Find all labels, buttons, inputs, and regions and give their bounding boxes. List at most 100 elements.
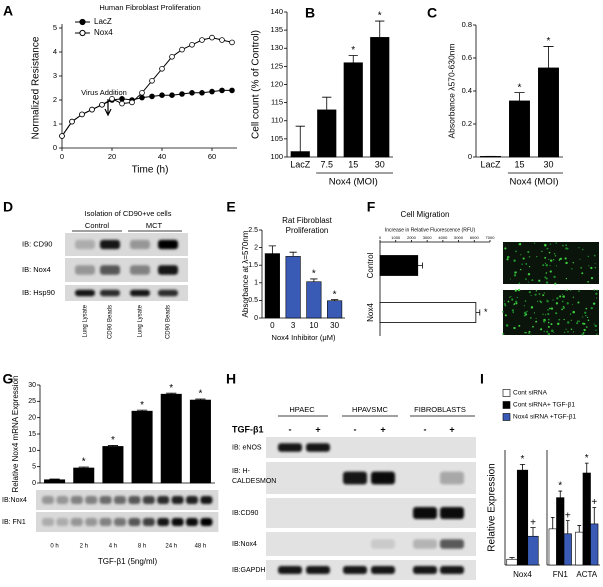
micrograph-cell [547, 321, 550, 324]
micrograph-cell [503, 300, 505, 302]
micrograph-cell [511, 309, 515, 312]
y-tick-label: 30 [28, 382, 36, 389]
y-tick-label: Nox4 [366, 303, 375, 322]
treatment-level: - [289, 424, 292, 434]
micrograph-cell [562, 295, 565, 298]
treatment-label: TGF-β1 [232, 424, 264, 434]
micrograph-cell [590, 266, 593, 270]
x-tick-label: FN1 [553, 570, 569, 579]
micrograph-cell [502, 311, 504, 313]
y-tick-label: 125 [270, 61, 283, 70]
x-tick-label: 60 [208, 152, 216, 161]
micrograph-cell [572, 296, 574, 298]
micrograph-cell [531, 279, 534, 282]
y-tick-label: 15 [28, 431, 36, 438]
x-tick-label: 0 [379, 235, 382, 240]
micrograph-cell [548, 251, 551, 254]
blot-band [56, 496, 69, 504]
y-tick-label: 130 [270, 43, 283, 52]
micrograph-cell [530, 294, 532, 297]
legend-marker [79, 18, 86, 26]
y-tick-label: 25 [28, 398, 36, 405]
blot-band [157, 518, 170, 526]
micrograph-cell [572, 261, 574, 264]
y-axis-label: Relative Expression [487, 463, 498, 551]
bar [131, 410, 153, 484]
micrograph-cell [510, 295, 512, 298]
x-tick-label: 40 [158, 152, 166, 161]
micrograph-cell [546, 330, 549, 333]
micrograph-cell [527, 273, 531, 276]
micrograph-cell [521, 263, 523, 265]
micrograph-cell [550, 259, 553, 262]
blot-group: HPAVSMC [352, 405, 389, 414]
blot-band [114, 518, 126, 526]
micrograph-cell [562, 244, 564, 247]
y-axis-label: Cell count (% of Control) [251, 30, 262, 139]
error-bar [49, 478, 60, 480]
micrograph-cell [581, 272, 584, 275]
panel-letter: D [3, 199, 13, 215]
x-tick-label: 2 h [80, 544, 88, 550]
micrograph-cell [571, 268, 573, 270]
legend-swatch [502, 389, 511, 397]
x-tick-label: 10 [309, 321, 318, 330]
blot-band [99, 518, 112, 526]
panel-letter: F [367, 199, 376, 215]
x-tick-label: 0 h [50, 544, 58, 550]
error-bar [310, 278, 318, 282]
micrograph-cell [525, 262, 528, 265]
error-bar [295, 125, 305, 152]
x-tick-label: 8 h [138, 544, 146, 550]
bar [556, 497, 565, 566]
blot-background [266, 437, 476, 458]
micrograph-cell [572, 303, 574, 305]
micrograph-cell [527, 250, 530, 254]
y-axis-label: Absorbance at λ=570nm [241, 230, 250, 317]
blot-band [186, 518, 198, 526]
micrograph-cell [523, 305, 526, 307]
micrograph-cell [570, 313, 572, 315]
treatment-level: + [380, 424, 385, 434]
micrograph-cell [524, 331, 526, 334]
significance-marker: * [484, 307, 488, 317]
blot-band [186, 496, 198, 504]
micrograph-cell [528, 330, 531, 333]
micrograph-cell [541, 250, 543, 253]
micrograph-cell [546, 299, 548, 302]
micrograph-cell [549, 270, 552, 273]
micrograph-cell [585, 307, 588, 310]
micrograph-cell [549, 307, 551, 310]
significance-marker: * [140, 400, 144, 411]
legend-label: Cont siRNA [513, 390, 548, 397]
data-point [149, 93, 155, 100]
x-tick-label: 15 [348, 159, 358, 169]
micrograph-cell [546, 247, 549, 250]
micrograph-cell [545, 314, 547, 316]
data-point [99, 102, 105, 108]
significance-marker: * [558, 481, 562, 492]
lane-label: CD90 Beads [108, 305, 114, 339]
significance-marker: * [521, 454, 525, 465]
micrograph-cell [553, 275, 556, 279]
bar [516, 469, 529, 566]
error-bar [348, 55, 358, 63]
blot-band [278, 566, 302, 574]
x-tick-label: Nox4 [513, 570, 532, 579]
micrograph-cell [544, 262, 547, 264]
data-point [159, 92, 165, 98]
y-tick-label: 3 [53, 71, 57, 80]
blot-row-label: IB:Nox4 [232, 541, 257, 548]
micrograph-cell [504, 314, 507, 317]
micrograph-cell [516, 296, 518, 299]
data-point [89, 106, 95, 113]
micrograph-cell [547, 309, 549, 311]
micrograph-cell [526, 311, 528, 313]
blot-band [306, 566, 330, 574]
micrograph-cell [593, 323, 595, 325]
lane-label: Lung Lysate [83, 304, 89, 337]
bar [538, 67, 559, 158]
micrograph-cell [545, 281, 549, 284]
micrograph-cell [557, 322, 560, 326]
